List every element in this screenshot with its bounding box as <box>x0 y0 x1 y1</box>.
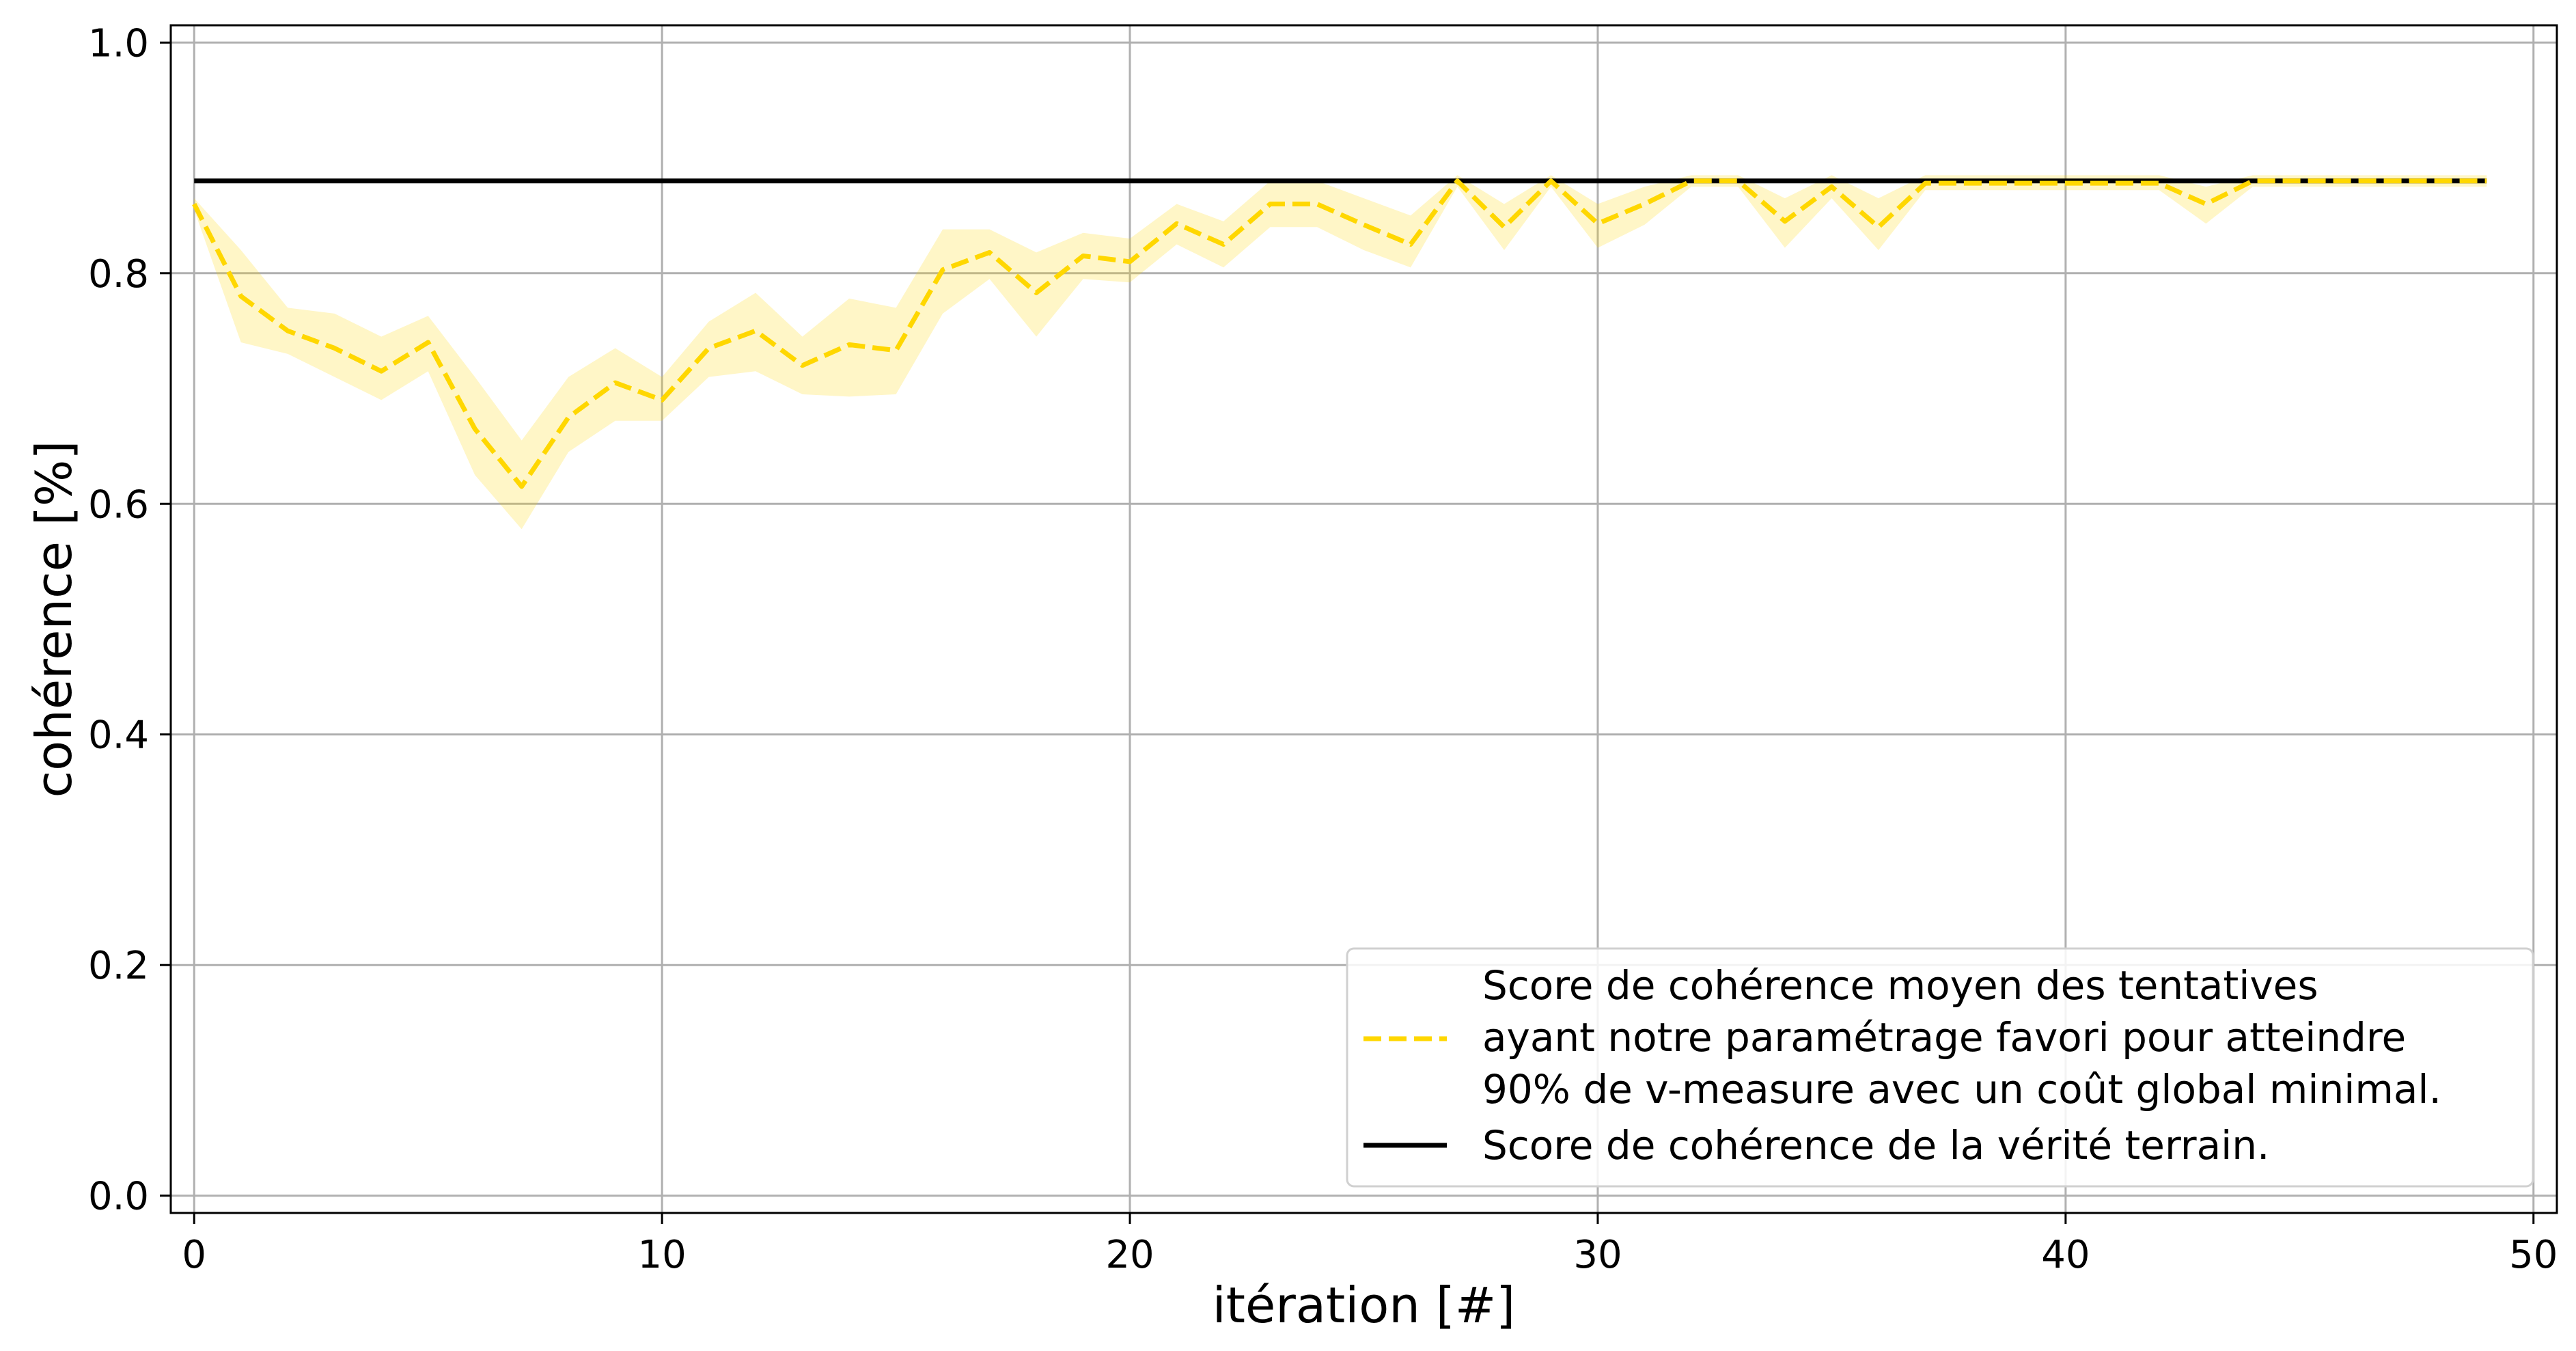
y-tick-label: 1.0 <box>88 21 149 66</box>
grid-lines <box>171 25 2557 1213</box>
y-axis-label: cohérence [%] <box>25 441 83 798</box>
legend-label-mean-line-3: 90% de v-measure avec un coût global min… <box>1482 1066 2441 1113</box>
series-lines <box>192 178 2487 489</box>
y-tick-label: 0.8 <box>88 252 149 297</box>
legend: Score de cohérence moyen des tentatives … <box>1346 947 2534 1188</box>
y-tick-label: 0.0 <box>88 1175 149 1219</box>
legend-label-mean-line-2: ayant notre paramétrage favori pour atte… <box>1482 1014 2406 1061</box>
confidence-band-area <box>194 175 2487 530</box>
series-line-mean-score <box>192 178 2487 489</box>
legend-label-ground-truth: Score de cohérence de la vérité terrain. <box>1482 1122 2269 1169</box>
y-tick-label: 0.4 <box>88 713 149 758</box>
x-tick-label: 40 <box>2041 1233 2090 1277</box>
y-axis-ticks: 0.0 0.2 0.4 0.6 0.8 1.0 <box>88 21 171 1219</box>
x-tick-label: 20 <box>1105 1233 1154 1277</box>
legend-box <box>1346 947 2534 1188</box>
y-tick-label: 0.2 <box>88 944 149 988</box>
x-axis-label: itération [#] <box>1213 1277 1516 1334</box>
x-tick-label: 10 <box>638 1233 687 1277</box>
y-tick-label: 0.6 <box>88 482 149 527</box>
x-axis-ticks: 0 10 20 30 40 50 <box>182 1213 2558 1277</box>
confidence-band <box>194 175 2487 530</box>
plot-frame <box>169 24 2558 1214</box>
x-tick-label: 0 <box>182 1233 206 1277</box>
x-tick-label: 30 <box>1573 1233 1622 1277</box>
x-tick-label: 50 <box>2509 1233 2558 1277</box>
legend-label-mean-line-1: Score de cohérence moyen des tentatives <box>1482 962 2318 1009</box>
